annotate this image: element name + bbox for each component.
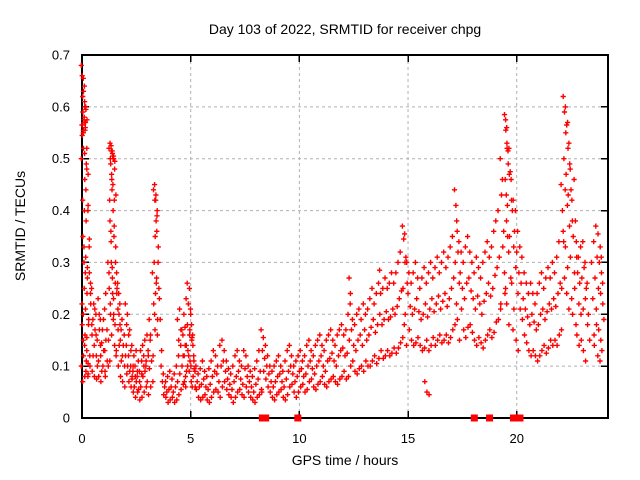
scatter-points [78,62,607,405]
y-tick-label: 0.6 [52,99,70,114]
y-tick-label: 0.1 [52,359,70,374]
zero-flag-square [486,414,494,422]
grid-lines [82,55,608,418]
x-tick-label: 0 [78,431,85,446]
zero-flag-square [470,414,478,422]
zero-flag-square [294,414,302,422]
y-tick-label: 0 [63,411,70,426]
y-tick-label: 0.2 [52,307,70,322]
x-axis-label: GPS time / hours [291,452,399,468]
x-tick-label: 20 [509,431,523,446]
y-tick-label: 0.3 [52,255,70,270]
zero-flag-square [262,414,270,422]
x-tick-label: 10 [292,431,306,446]
x-tick-label: 5 [187,431,194,446]
x-tick-label: 15 [401,431,415,446]
zero-flag-square [516,414,524,422]
chart-title: Day 103 of 2022, SRMTID for receiver chp… [208,21,482,37]
y-tick-label: 0.5 [52,151,70,166]
y-tick-label: 0.7 [52,48,70,63]
y-tick-label: 0.4 [52,203,70,218]
